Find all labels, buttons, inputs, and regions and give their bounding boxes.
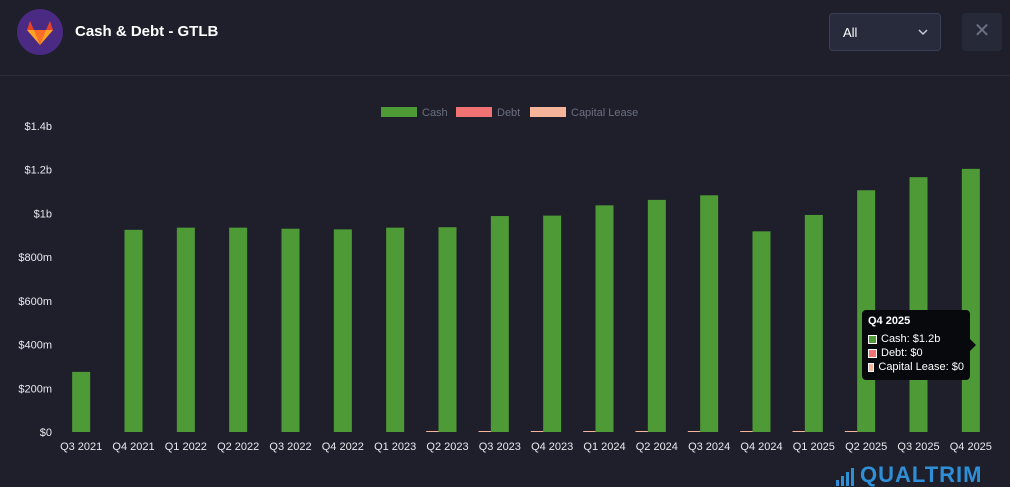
legend-label-capital-lease: Capital Lease (571, 107, 638, 119)
legend-swatch-cash (381, 107, 417, 117)
x-tick-label: Q2 2025 (845, 441, 887, 453)
bar-cash (543, 215, 562, 432)
x-tick-label: Q3 2024 (688, 441, 730, 453)
bar-cash (176, 227, 195, 432)
y-tick-label: $1.2b (24, 165, 52, 177)
tooltip-row-capital-lease: Capital Lease: $0 (868, 360, 964, 374)
x-tick-label: Q4 2024 (740, 441, 782, 453)
bar-cash (961, 168, 980, 432)
page-title: Cash & Debt - GTLB (75, 23, 219, 40)
bar-cash (490, 216, 509, 432)
x-tick-label: Q4 2025 (950, 441, 992, 453)
y-tick-label: $0 (40, 427, 52, 439)
legend-swatch-capital-lease (530, 107, 566, 117)
x-tick-label: Q3 2021 (60, 441, 102, 453)
x-tick-label: Q2 2022 (217, 441, 259, 453)
chart-tooltip: Q4 2025 Cash: $1.2b Debt: $0 Capital Lea… (862, 310, 976, 380)
y-tick-label: $600m (18, 296, 52, 308)
tooltip-row-debt: Debt: $0 (868, 346, 964, 360)
bar-cash (333, 229, 352, 432)
bar-capital-lease (426, 431, 445, 432)
x-tick-label: Q2 2023 (426, 441, 468, 453)
bar-cash (752, 231, 771, 432)
period-select-value: All (843, 25, 858, 40)
x-tick-label: Q1 2023 (374, 441, 416, 453)
legend-label-cash: Cash (422, 107, 448, 119)
bar-capital-lease (635, 431, 654, 432)
x-tick-label: Q1 2025 (793, 441, 835, 453)
x-tick-label: Q4 2023 (531, 441, 573, 453)
brand-name: QUALTRIM (860, 462, 983, 487)
y-tick-label: $1.4b (24, 121, 52, 133)
bar-cash (386, 227, 405, 432)
bar-capital-lease (740, 431, 759, 432)
cash-debt-chart: Cash Debt Capital Lease $0 $200m $400m $600m $8… (18, 107, 992, 453)
bar-cash (281, 228, 300, 432)
bar-cash (909, 177, 928, 432)
bar-cash (72, 371, 91, 432)
bar-cash (438, 227, 457, 432)
close-icon: ✕ (973, 20, 991, 42)
bar-capital-lease (478, 431, 497, 432)
tooltip-row-cash: Cash: $1.2b (868, 332, 964, 346)
tooltip-text-cash: Cash: $1.2b (881, 333, 941, 345)
y-tick-label: $1b (34, 208, 52, 220)
close-button[interactable]: ✕ (962, 13, 1002, 51)
bar-cash (595, 205, 614, 432)
tooltip-swatch-capital-lease (868, 362, 875, 372)
bar-cash (700, 195, 719, 432)
tooltip-swatch-debt (868, 348, 877, 358)
y-tick-label: $400m (18, 340, 52, 352)
x-tick-label: Q1 2024 (583, 441, 625, 453)
bar-capital-lease (583, 431, 602, 432)
tooltip-title: Q4 2025 (868, 315, 911, 327)
company-logo (17, 9, 63, 55)
tooltip-text-debt: Debt: $0 (881, 347, 923, 359)
tooltip-arrow (970, 339, 976, 351)
x-tick-label: Q2 2024 (636, 441, 678, 453)
gitlab-fox-icon (27, 21, 53, 45)
bar-cash (804, 214, 823, 432)
chevron-down-icon (918, 29, 928, 36)
brand-watermark: QUALTRIM (836, 462, 982, 486)
x-tick-label: Q4 2021 (112, 441, 154, 453)
x-tick-label: Q3 2023 (479, 441, 521, 453)
bar-capital-lease (530, 431, 549, 432)
period-select[interactable]: All (829, 13, 941, 51)
bar-capital-lease (687, 431, 706, 432)
tooltip-swatch-cash (868, 334, 877, 344)
bar-chart-icon (836, 466, 856, 486)
tooltip-text-capital-lease: Capital Lease: $0 (878, 361, 964, 373)
header-bar: Cash & Debt - GTLB All ✕ (0, 0, 1010, 76)
x-tick-label: Q3 2022 (269, 441, 311, 453)
bar-cash (124, 229, 143, 432)
y-tick-label: $800m (18, 252, 52, 264)
x-tick-label: Q1 2022 (165, 441, 207, 453)
x-tick-label: Q4 2022 (322, 441, 364, 453)
x-tick-label: Q3 2025 (897, 441, 939, 453)
bar-cash (647, 199, 666, 432)
bar-cash (229, 227, 248, 432)
y-tick-label: $200m (18, 383, 52, 395)
bar-capital-lease (792, 431, 811, 432)
legend-swatch-debt (456, 107, 492, 117)
legend-label-debt: Debt (497, 107, 520, 119)
bar-capital-lease (844, 431, 863, 432)
